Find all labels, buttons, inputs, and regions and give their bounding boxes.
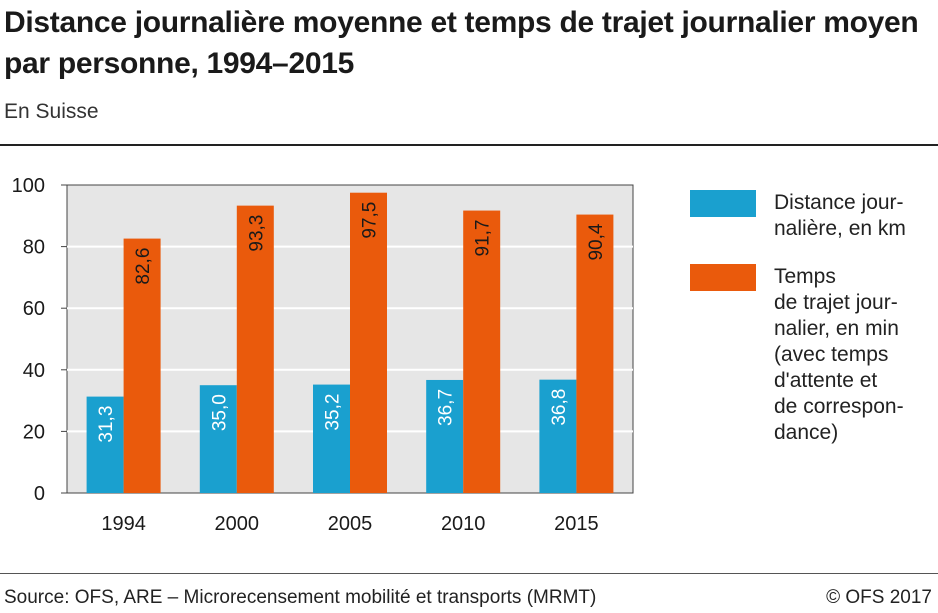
- x-tick-label: 1994: [101, 513, 146, 535]
- legend-label-distance: Distance jour- nalière, en km: [774, 191, 906, 240]
- bar-temps-2005: [350, 192, 387, 493]
- chart-subtitle: En Suisse: [4, 100, 99, 123]
- data-label-distance-2015: 36,8: [549, 389, 570, 426]
- bottom-rule: [0, 573, 938, 574]
- data-label-temps-2015: 90,4: [586, 223, 607, 260]
- bar-distance-2005: [313, 384, 350, 493]
- top-rule: [0, 144, 938, 146]
- data-label-distance-2000: 35,0: [209, 394, 230, 431]
- bar-temps-1994: [123, 238, 161, 493]
- y-tick-label: 0: [34, 483, 45, 505]
- bars: 31,3 82,6 35,0 93,3 35,2 97,5 36,7 91,7 36,8 90,4: [86, 192, 614, 494]
- bar-temps-2000: [236, 205, 274, 494]
- data-label-distance-1994: 31,3: [96, 406, 117, 443]
- x-axis-ticks: 1994 2000 2005 2010 2015: [101, 513, 598, 535]
- data-label-distance-2010: 36,7: [436, 389, 457, 426]
- y-tick-label: 100: [12, 175, 45, 197]
- x-tick-label: 2005: [328, 513, 373, 535]
- legend-swatch-temps: [690, 264, 756, 291]
- copyright-note: © OFS 2017: [826, 587, 932, 608]
- data-label-temps-2000: 93,3: [246, 215, 267, 252]
- bar-distance-2010: [426, 379, 464, 493]
- bar-distance-2000: [199, 385, 237, 493]
- x-tick-label: 2010: [441, 513, 486, 535]
- x-tick-label: 2000: [215, 513, 260, 535]
- legend-swatch-distance: [690, 190, 756, 217]
- x-tick-label: 2015: [554, 513, 599, 535]
- data-label-temps-2005: 97,5: [360, 202, 381, 239]
- data-label-temps-1994: 82,6: [133, 248, 154, 285]
- legend-label-temps: Temps de trajet jour- nalier, en min (av…: [774, 265, 904, 444]
- bar-distance-1994: [86, 396, 124, 493]
- y-axis-ticks: 0 20 40 60 80 100: [12, 175, 67, 505]
- y-tick-label: 40: [23, 360, 45, 382]
- bar-temps-2015: [576, 214, 614, 493]
- y-tick-label: 20: [23, 421, 45, 443]
- source-note: Source: OFS, ARE – Microrecensement mobi…: [4, 587, 597, 608]
- chart-title: Distance journalière moyenne et temps de…: [4, 6, 919, 80]
- y-tick-label: 80: [23, 237, 45, 259]
- bar-distance-2015: [539, 379, 577, 493]
- data-label-distance-2005: 35,2: [323, 394, 344, 431]
- data-label-temps-2010: 91,7: [473, 220, 494, 257]
- bar-temps-2010: [463, 210, 501, 493]
- y-tick-label: 60: [23, 298, 45, 320]
